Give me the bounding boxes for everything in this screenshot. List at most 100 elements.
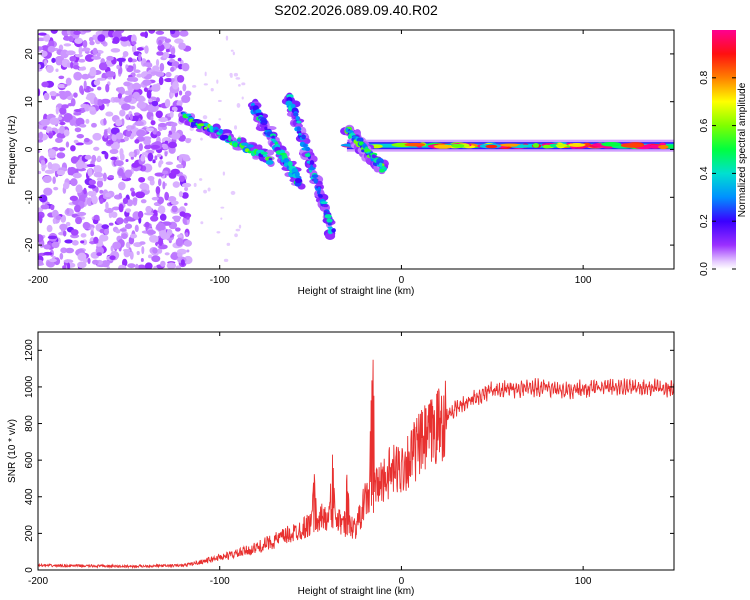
y-tick-label: 0 <box>24 146 35 152</box>
noise-blob <box>73 71 83 81</box>
noise-blob <box>58 147 66 151</box>
noise-blob <box>203 83 208 86</box>
noise-blob <box>152 65 160 71</box>
noise-blob <box>118 192 122 199</box>
noise-blob <box>107 127 112 134</box>
noise-blob <box>117 93 123 99</box>
branch-blob <box>371 154 376 159</box>
noise-blob <box>62 36 72 41</box>
noise-blob <box>87 257 91 265</box>
noise-blob <box>65 221 71 227</box>
noise-blob <box>104 151 109 160</box>
branch-blob <box>378 162 383 168</box>
noise-blob <box>65 77 72 86</box>
y-tick-label: -10 <box>24 190 35 205</box>
branch-halo <box>324 232 336 240</box>
noise-blob <box>170 122 178 127</box>
noise-blob <box>73 30 81 36</box>
noise-blob <box>97 86 102 91</box>
noise-blob <box>38 259 44 266</box>
noise-blob <box>115 217 124 225</box>
noise-blob <box>181 192 189 199</box>
noise-blob <box>220 206 225 209</box>
noise-blob <box>126 76 137 82</box>
noise-blob <box>178 90 183 96</box>
noise-blob <box>142 79 152 86</box>
noise-blob <box>105 83 110 93</box>
noise-blob <box>168 130 173 135</box>
noise-blob <box>59 107 67 115</box>
noise-blob <box>83 80 87 89</box>
noise-blob <box>59 125 65 134</box>
noise-blob <box>49 90 57 97</box>
noise-blob <box>119 109 126 117</box>
noise-blob <box>127 263 136 269</box>
x-tick-label: -100 <box>210 576 230 587</box>
noise-blob <box>40 118 51 126</box>
branch-blob <box>309 160 315 166</box>
branch-blob <box>228 135 232 142</box>
branch-blob <box>268 157 273 161</box>
noise-blob <box>115 132 124 140</box>
noise-blob <box>43 187 53 196</box>
main-line-segment <box>568 143 586 147</box>
noise-blob <box>131 83 142 90</box>
noise-blob <box>171 205 178 213</box>
noise-blob <box>93 214 100 221</box>
noise-blob <box>173 106 178 112</box>
noise-blob <box>162 181 166 190</box>
main-line-segment <box>649 144 662 149</box>
noise-blob <box>71 240 79 246</box>
noise-blob <box>136 47 144 51</box>
noise-blob <box>177 234 183 238</box>
noise-blob <box>49 117 59 126</box>
noise-blob <box>63 43 72 47</box>
main-line-segment <box>601 142 622 147</box>
branch-blob <box>313 178 318 184</box>
noise-blob <box>152 247 158 254</box>
main-line-segment <box>404 142 426 147</box>
noise-blob <box>126 125 131 132</box>
noise-blob <box>178 42 187 50</box>
noise-blob <box>91 56 101 60</box>
noise-blob <box>124 216 133 222</box>
noise-blob <box>146 229 156 235</box>
branch-blob <box>322 204 329 208</box>
noise-blob <box>223 258 229 263</box>
snr-xlabel: Height of straight line (km) <box>298 586 415 597</box>
noise-blob <box>131 41 137 45</box>
figure-title: S202.2026.089.09.40.R02 <box>274 2 438 18</box>
noise-blob <box>50 163 61 172</box>
colorbar-tick-label: 0.6 <box>699 118 710 132</box>
spectrogram-ylabel: Frequency (Hz) <box>7 116 18 185</box>
branch-blob <box>356 137 364 143</box>
noise-blob <box>158 116 168 123</box>
noise-blob <box>152 159 156 164</box>
noise-blob <box>155 97 160 103</box>
noise-blob <box>59 223 68 231</box>
noise-blob <box>136 101 147 109</box>
noise-blob <box>154 172 165 177</box>
noise-blob <box>81 73 90 80</box>
noise-blob <box>218 118 222 121</box>
noise-blob <box>83 137 90 143</box>
noise-blob <box>88 179 96 186</box>
branch-blob <box>232 142 239 148</box>
x-tick-label: -200 <box>28 576 48 587</box>
noise-blob <box>134 139 140 144</box>
branch-blob <box>304 153 311 158</box>
noise-blob <box>41 81 49 88</box>
noise-blob <box>48 258 57 263</box>
noise-blob <box>118 203 124 213</box>
noise-blob <box>77 252 87 262</box>
noise-blob <box>65 50 76 56</box>
noise-blob <box>95 186 99 193</box>
noise-blob <box>50 30 58 34</box>
noise-blob <box>96 52 101 58</box>
noise-blob <box>179 59 184 65</box>
noise-blob <box>99 189 104 194</box>
noise-blob <box>129 113 133 121</box>
noise-blob <box>181 182 192 188</box>
noise-blob <box>172 81 179 90</box>
noise-blob <box>138 53 142 62</box>
